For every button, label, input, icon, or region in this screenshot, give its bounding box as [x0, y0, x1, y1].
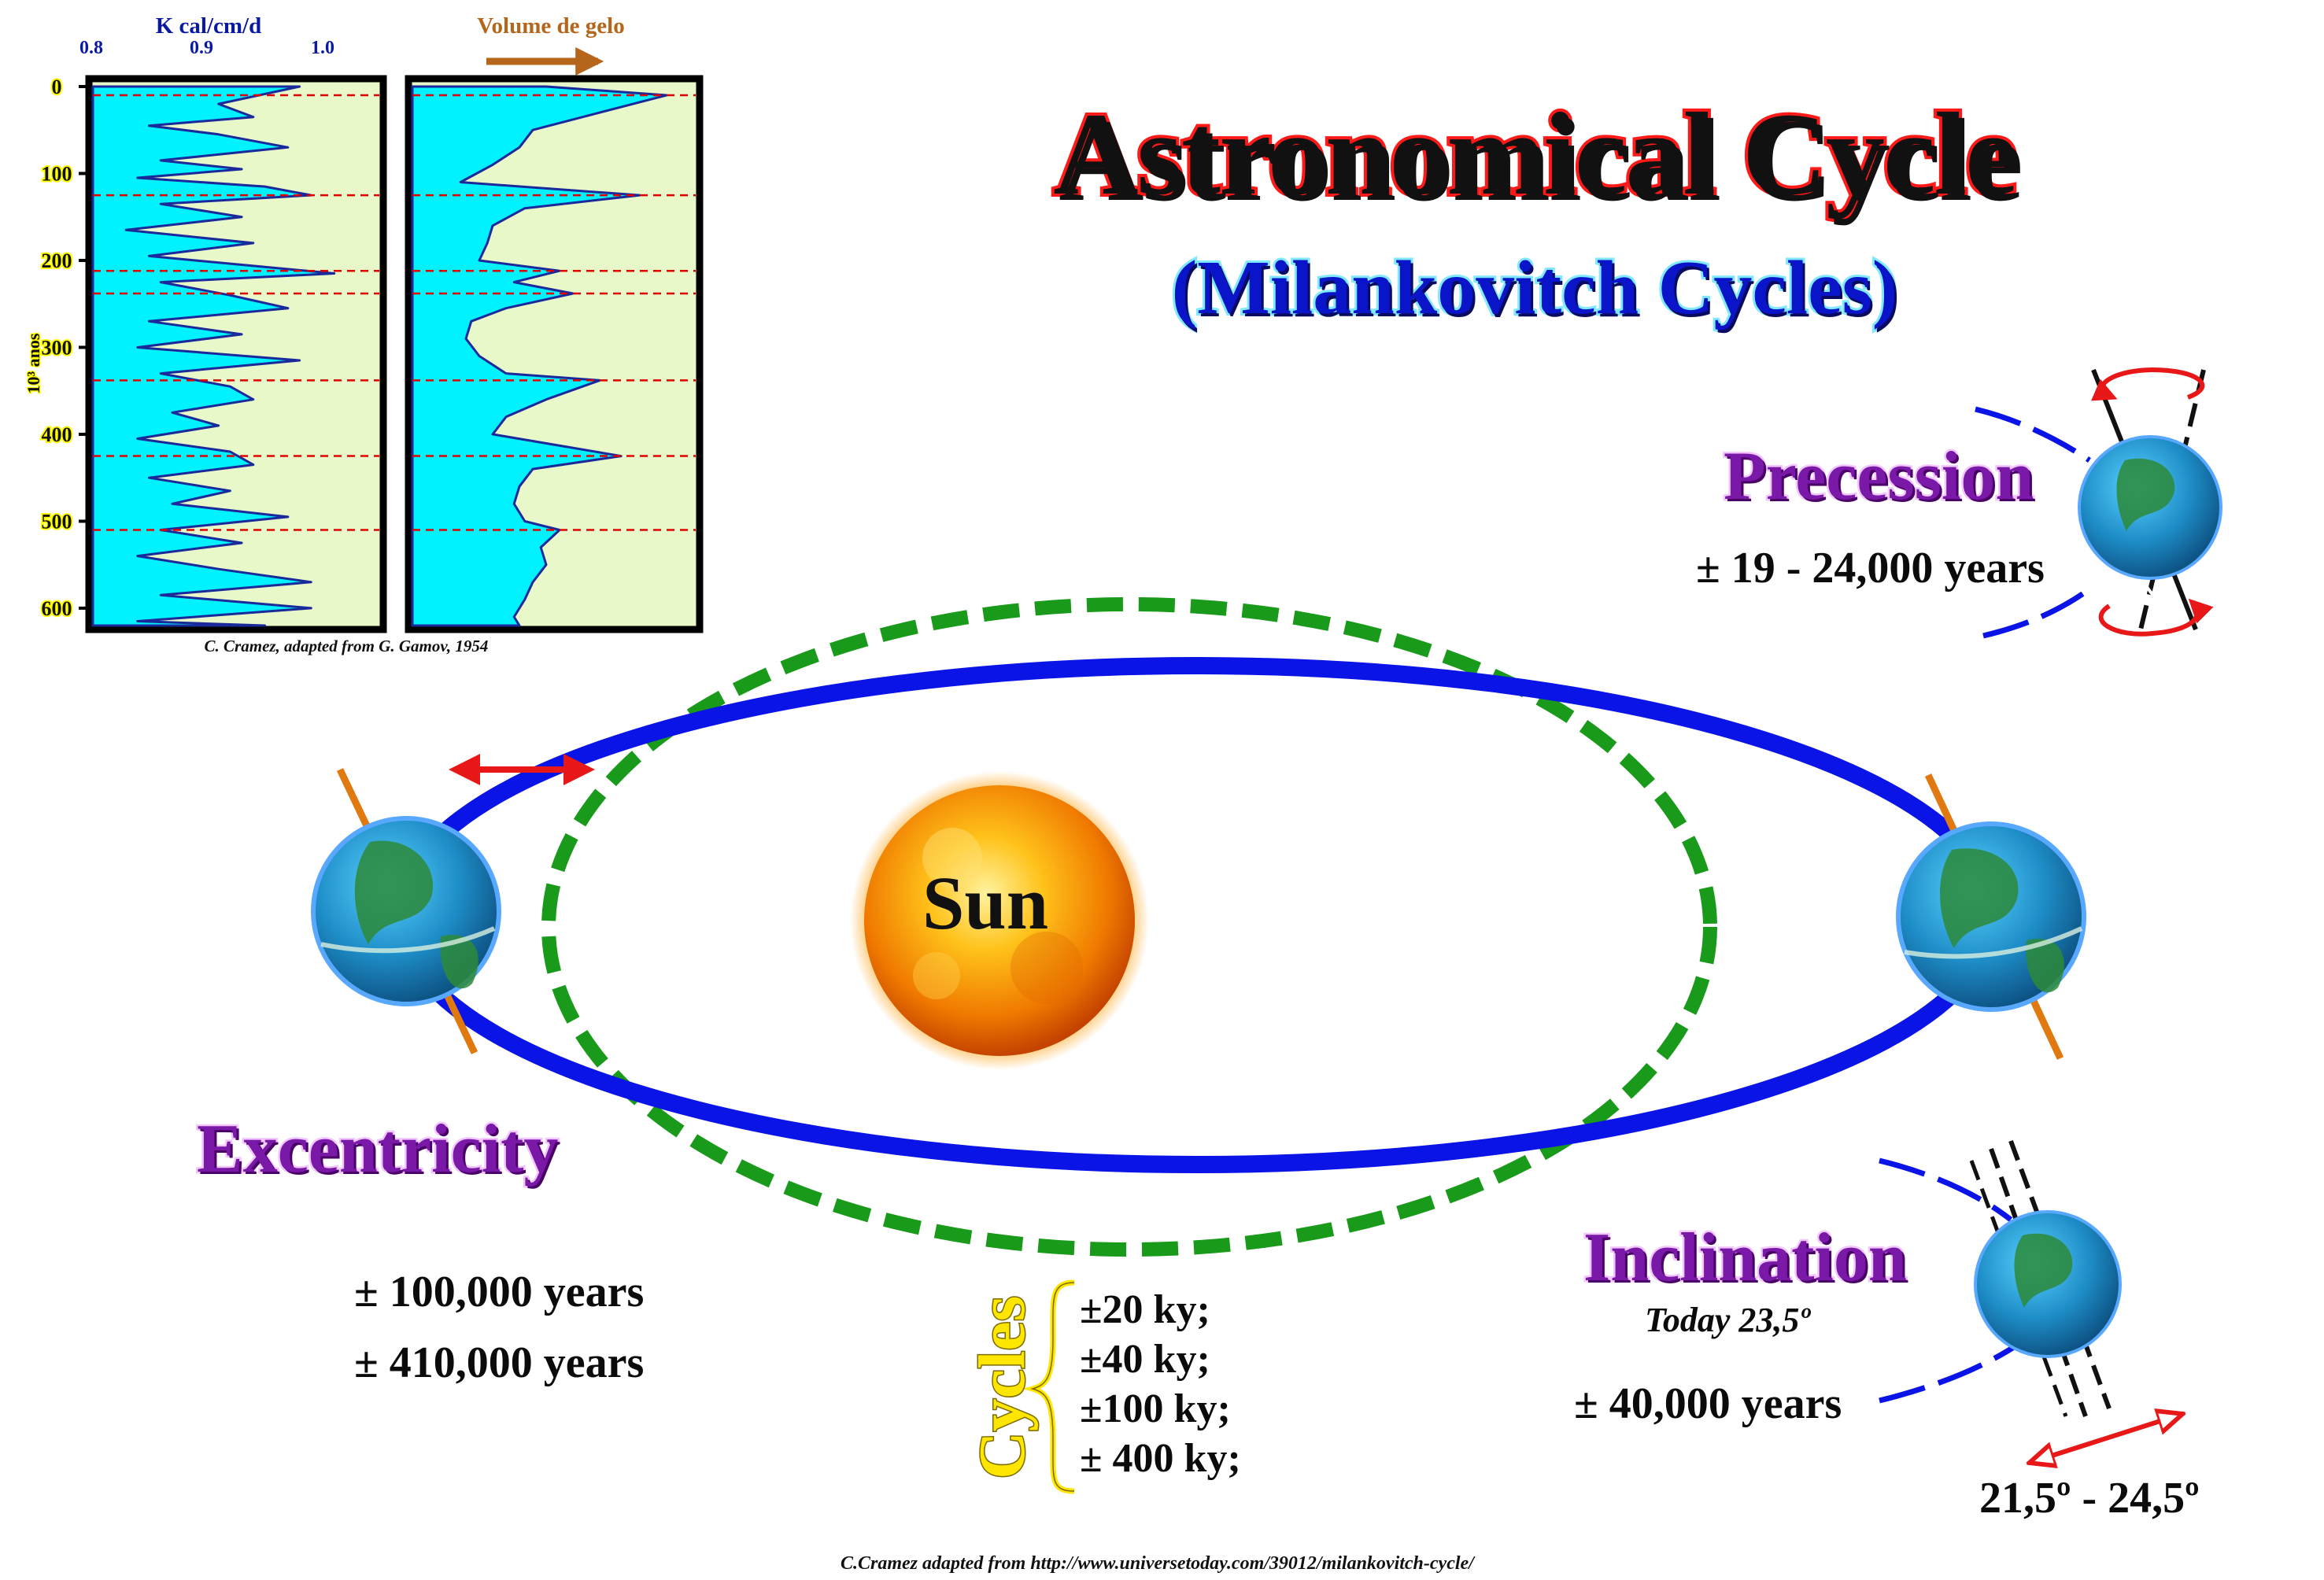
excentricity-years-2: ± 410,000 years: [354, 1338, 645, 1387]
precession-orbit-arc-top: [1975, 406, 2091, 463]
earth-right: [1896, 773, 2086, 1060]
insolation-x-tick-0: 0.8: [79, 38, 103, 58]
y-tick-label-0: 0: [52, 76, 62, 98]
ice-volume-title: Volume de gelo: [477, 13, 624, 39]
sun: [850, 771, 1149, 1070]
cycle-item: ±40 ky;: [1080, 1337, 1210, 1382]
insolation-area: [91, 85, 336, 627]
page-title: Astronomical Cycle: [1050, 86, 2020, 223]
excentricity-label: Excentricity: [194, 1109, 560, 1190]
insolation-area-group: [91, 85, 336, 627]
y-tick-label-5: 500: [42, 510, 72, 533]
chart-credit: C. Cramez, adapted from G. Gamov, 1954: [205, 637, 489, 655]
cycle-item: ± 400 ky;: [1080, 1436, 1241, 1481]
earth-right-equator: [1904, 926, 2083, 959]
precession-years: ± 19 - 24,000 years: [1696, 544, 2045, 592]
y-tick-label-6: 600: [42, 597, 72, 620]
y-tick-label-2: 200: [42, 249, 72, 272]
inclination-axis-1: [1989, 1148, 2088, 1417]
earth-left-equator: [320, 926, 496, 954]
inclination-label: Inclination: [1582, 1218, 1909, 1298]
sun-spot: [1011, 932, 1083, 1004]
inclination-earth-land: [2014, 1233, 2073, 1308]
inclination-orbit-arc-top: [1879, 1157, 2013, 1222]
cycles-label: Cycles: [965, 1294, 1040, 1480]
ice-volume-reference-lines: [412, 94, 696, 531]
y-tick-label-1: 100: [42, 162, 72, 185]
green-orbit: [541, 597, 1717, 1257]
inclination-range: 21,5º - 24,5º: [1979, 1474, 2200, 1523]
cycle-item: ±20 ky;: [1080, 1287, 1210, 1332]
precession-label: Precession: [1721, 437, 2035, 517]
insolation-title: K cal/cm/d: [156, 13, 262, 39]
sun-label: Sun: [922, 861, 1049, 945]
insolation-reference-lines: [93, 94, 379, 531]
ice-volume-area: [411, 85, 668, 627]
sun-spot: [913, 952, 960, 999]
inclination-diagram: [1879, 1139, 2180, 1462]
precession-orbit-arc-bottom: [1982, 584, 2096, 639]
cycle-item: ±100 ky;: [1080, 1386, 1231, 1431]
earth-right-land: [1940, 848, 2064, 993]
page-credit: C.Cramez adapted from http://www.univers…: [841, 1553, 1474, 1574]
ice-volume-chart: [405, 75, 704, 633]
inclination-years: ± 40,000 years: [1574, 1379, 1842, 1428]
sun-disc: [864, 785, 1135, 1056]
page-subtitle: (Milankovitch Cycles): [1169, 243, 1901, 333]
precession-rotation-arrow-bottom: [2098, 598, 2214, 637]
precession-axis-2: [2138, 369, 2206, 630]
excentricity-years-1: ± 100,000 years: [354, 1268, 645, 1316]
precession-rotation-arrow-top: [2091, 367, 2205, 401]
y-tick-label-3: 300: [42, 336, 72, 359]
insolation-x-tick-1: 0.9: [190, 38, 213, 58]
earth-left-land: [354, 840, 478, 989]
y-tick-label-4: 400: [42, 423, 72, 446]
earth-left: [311, 768, 501, 1054]
blue-orbit: [390, 657, 2002, 1173]
cycles-brace-outline: [1030, 1282, 1075, 1492]
precession-earth-land: [2116, 458, 2175, 531]
y-axis-label: 10³ anos: [24, 333, 43, 393]
inclination-today: Today 23,5º: [1645, 1301, 1810, 1339]
shared-y-axis-ticks: 0 100 200 300 400 500 600: [40, 74, 89, 622]
ice-volume-area-group: [411, 85, 668, 627]
sun-spot: [922, 828, 982, 888]
inclination-range-arrow: [2032, 1415, 2180, 1462]
precession-diagram: [1975, 367, 2222, 639]
insolation-x-tick-2: 1.0: [311, 38, 334, 58]
inclination-axis-2: [2008, 1139, 2112, 1410]
insolation-chart: [85, 75, 387, 633]
